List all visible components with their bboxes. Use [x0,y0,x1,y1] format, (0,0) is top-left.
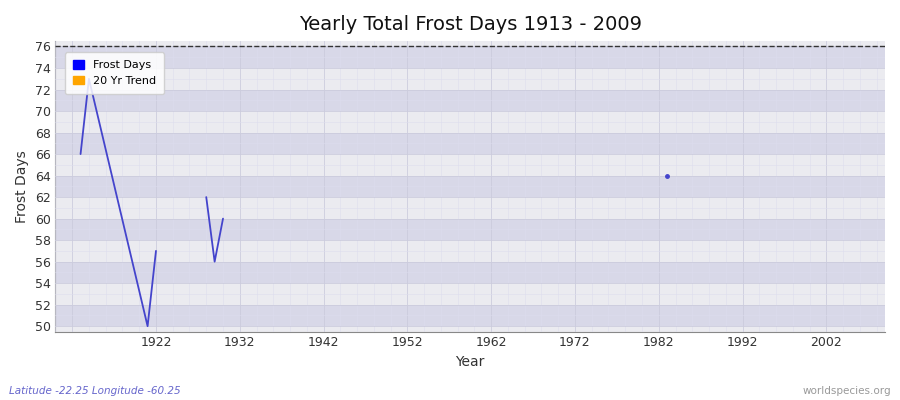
Y-axis label: Frost Days: Frost Days [15,150,29,223]
X-axis label: Year: Year [455,355,485,369]
Bar [56,219,885,240]
Bar [56,90,885,111]
Title: Yearly Total Frost Days 1913 - 2009: Yearly Total Frost Days 1913 - 2009 [299,15,642,34]
Legend: Frost Days, 20 Yr Trend: Frost Days, 20 Yr Trend [65,52,164,94]
Bar [56,262,885,283]
Bar [56,305,885,326]
Bar [56,46,885,68]
Bar [56,132,885,154]
Bar [56,176,885,197]
Text: worldspecies.org: worldspecies.org [803,386,891,396]
Text: Latitude -22.25 Longitude -60.25: Latitude -22.25 Longitude -60.25 [9,386,181,396]
